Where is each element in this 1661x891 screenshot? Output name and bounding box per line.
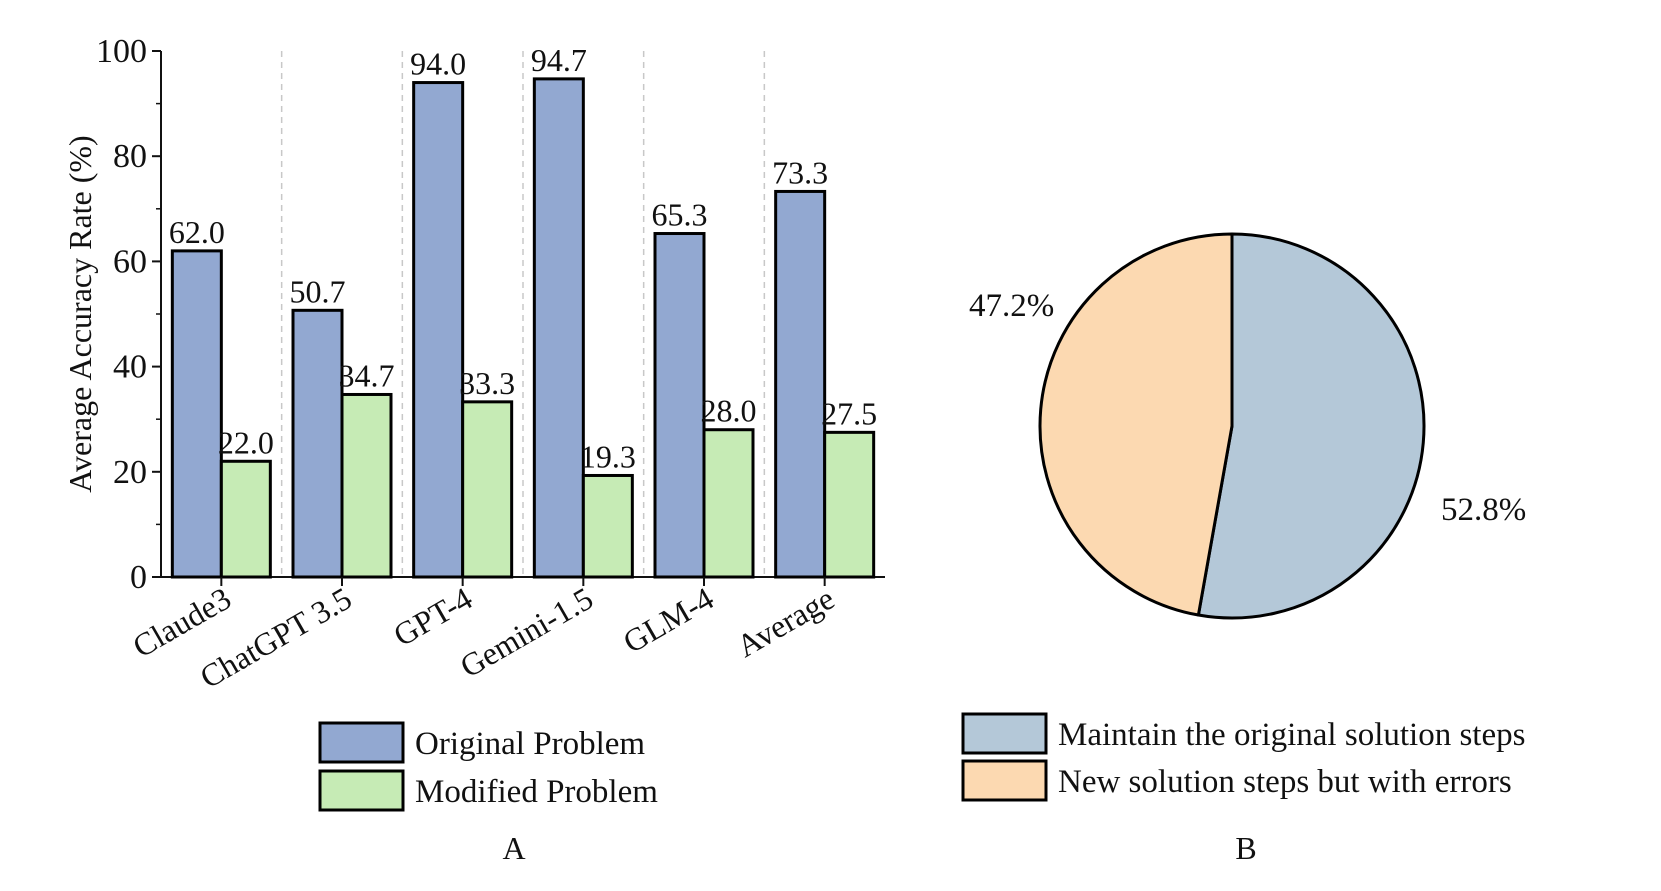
category-label: GLM-4 [617,580,720,660]
bar-modified [461,400,514,579]
category-label: Average [730,580,840,664]
pie-percent-label: 47.2% [969,288,1054,324]
bar-value-label: 62.0 [169,214,225,250]
legend-swatch-new-errors [961,759,1048,802]
bar-original [291,308,344,579]
legend-label: Modified Problem [415,774,658,810]
legend-swatch-original [318,721,405,764]
bar-value-label: 22.0 [218,424,274,460]
legend-swatch-modified [318,769,405,812]
bar-value-label: 94.7 [531,42,587,78]
panel-label-b: B [1235,830,1256,866]
pie-chart: 52.8% 47.2% Maintain the original solution… [961,232,1526,866]
legend-label: Maintain the original solution steps [1058,717,1525,753]
y-tick-label: 0 [130,559,147,596]
legend-swatch-maintain [961,712,1048,755]
bar-chart: 0 20 40 60 80 100 Average Accuracy Rate (%) 62.… [62,33,885,866]
bar-value-label: 94.0 [410,46,466,82]
bar-value-label: 27.5 [821,395,877,431]
bar-value-label: 65.3 [652,197,708,233]
category-label: Gemini-1.5 [454,580,599,684]
bar-modified [581,473,634,579]
bar-modified [340,392,393,579]
y-tick-label: 80 [113,138,147,175]
panel-label-a: A [502,830,525,866]
legend-label: Original Problem [415,726,645,762]
bar-value-label: 73.3 [772,154,828,190]
bar-original [170,249,223,579]
bar-value-label: 33.3 [459,365,515,401]
bar-original [412,81,465,579]
y-tick-label: 100 [96,33,147,70]
category-label: GPT-4 [387,580,478,653]
bar-original [532,77,585,579]
bar-original [653,232,706,579]
pie-slice-new-errors [1038,232,1234,617]
legend-label: New solution steps but with errors [1058,764,1512,800]
bar-modified [823,430,876,579]
y-tick-label: 60 [113,243,147,280]
bar-modified [702,428,755,579]
bar-modified [219,459,272,579]
pie-slice-maintain [1196,232,1426,620]
pie-percent-label: 52.8% [1441,492,1526,528]
bar-value-label: 19.3 [580,438,636,474]
bar-value-label: 34.7 [339,357,395,393]
y-tick-label: 20 [113,454,147,491]
bar-value-label: 28.0 [701,393,757,429]
bar-original [774,189,827,579]
bar-value-label: 50.7 [290,273,346,309]
y-axis-title: Average Accuracy Rate (%) [62,135,98,492]
y-tick-label: 40 [113,349,147,386]
